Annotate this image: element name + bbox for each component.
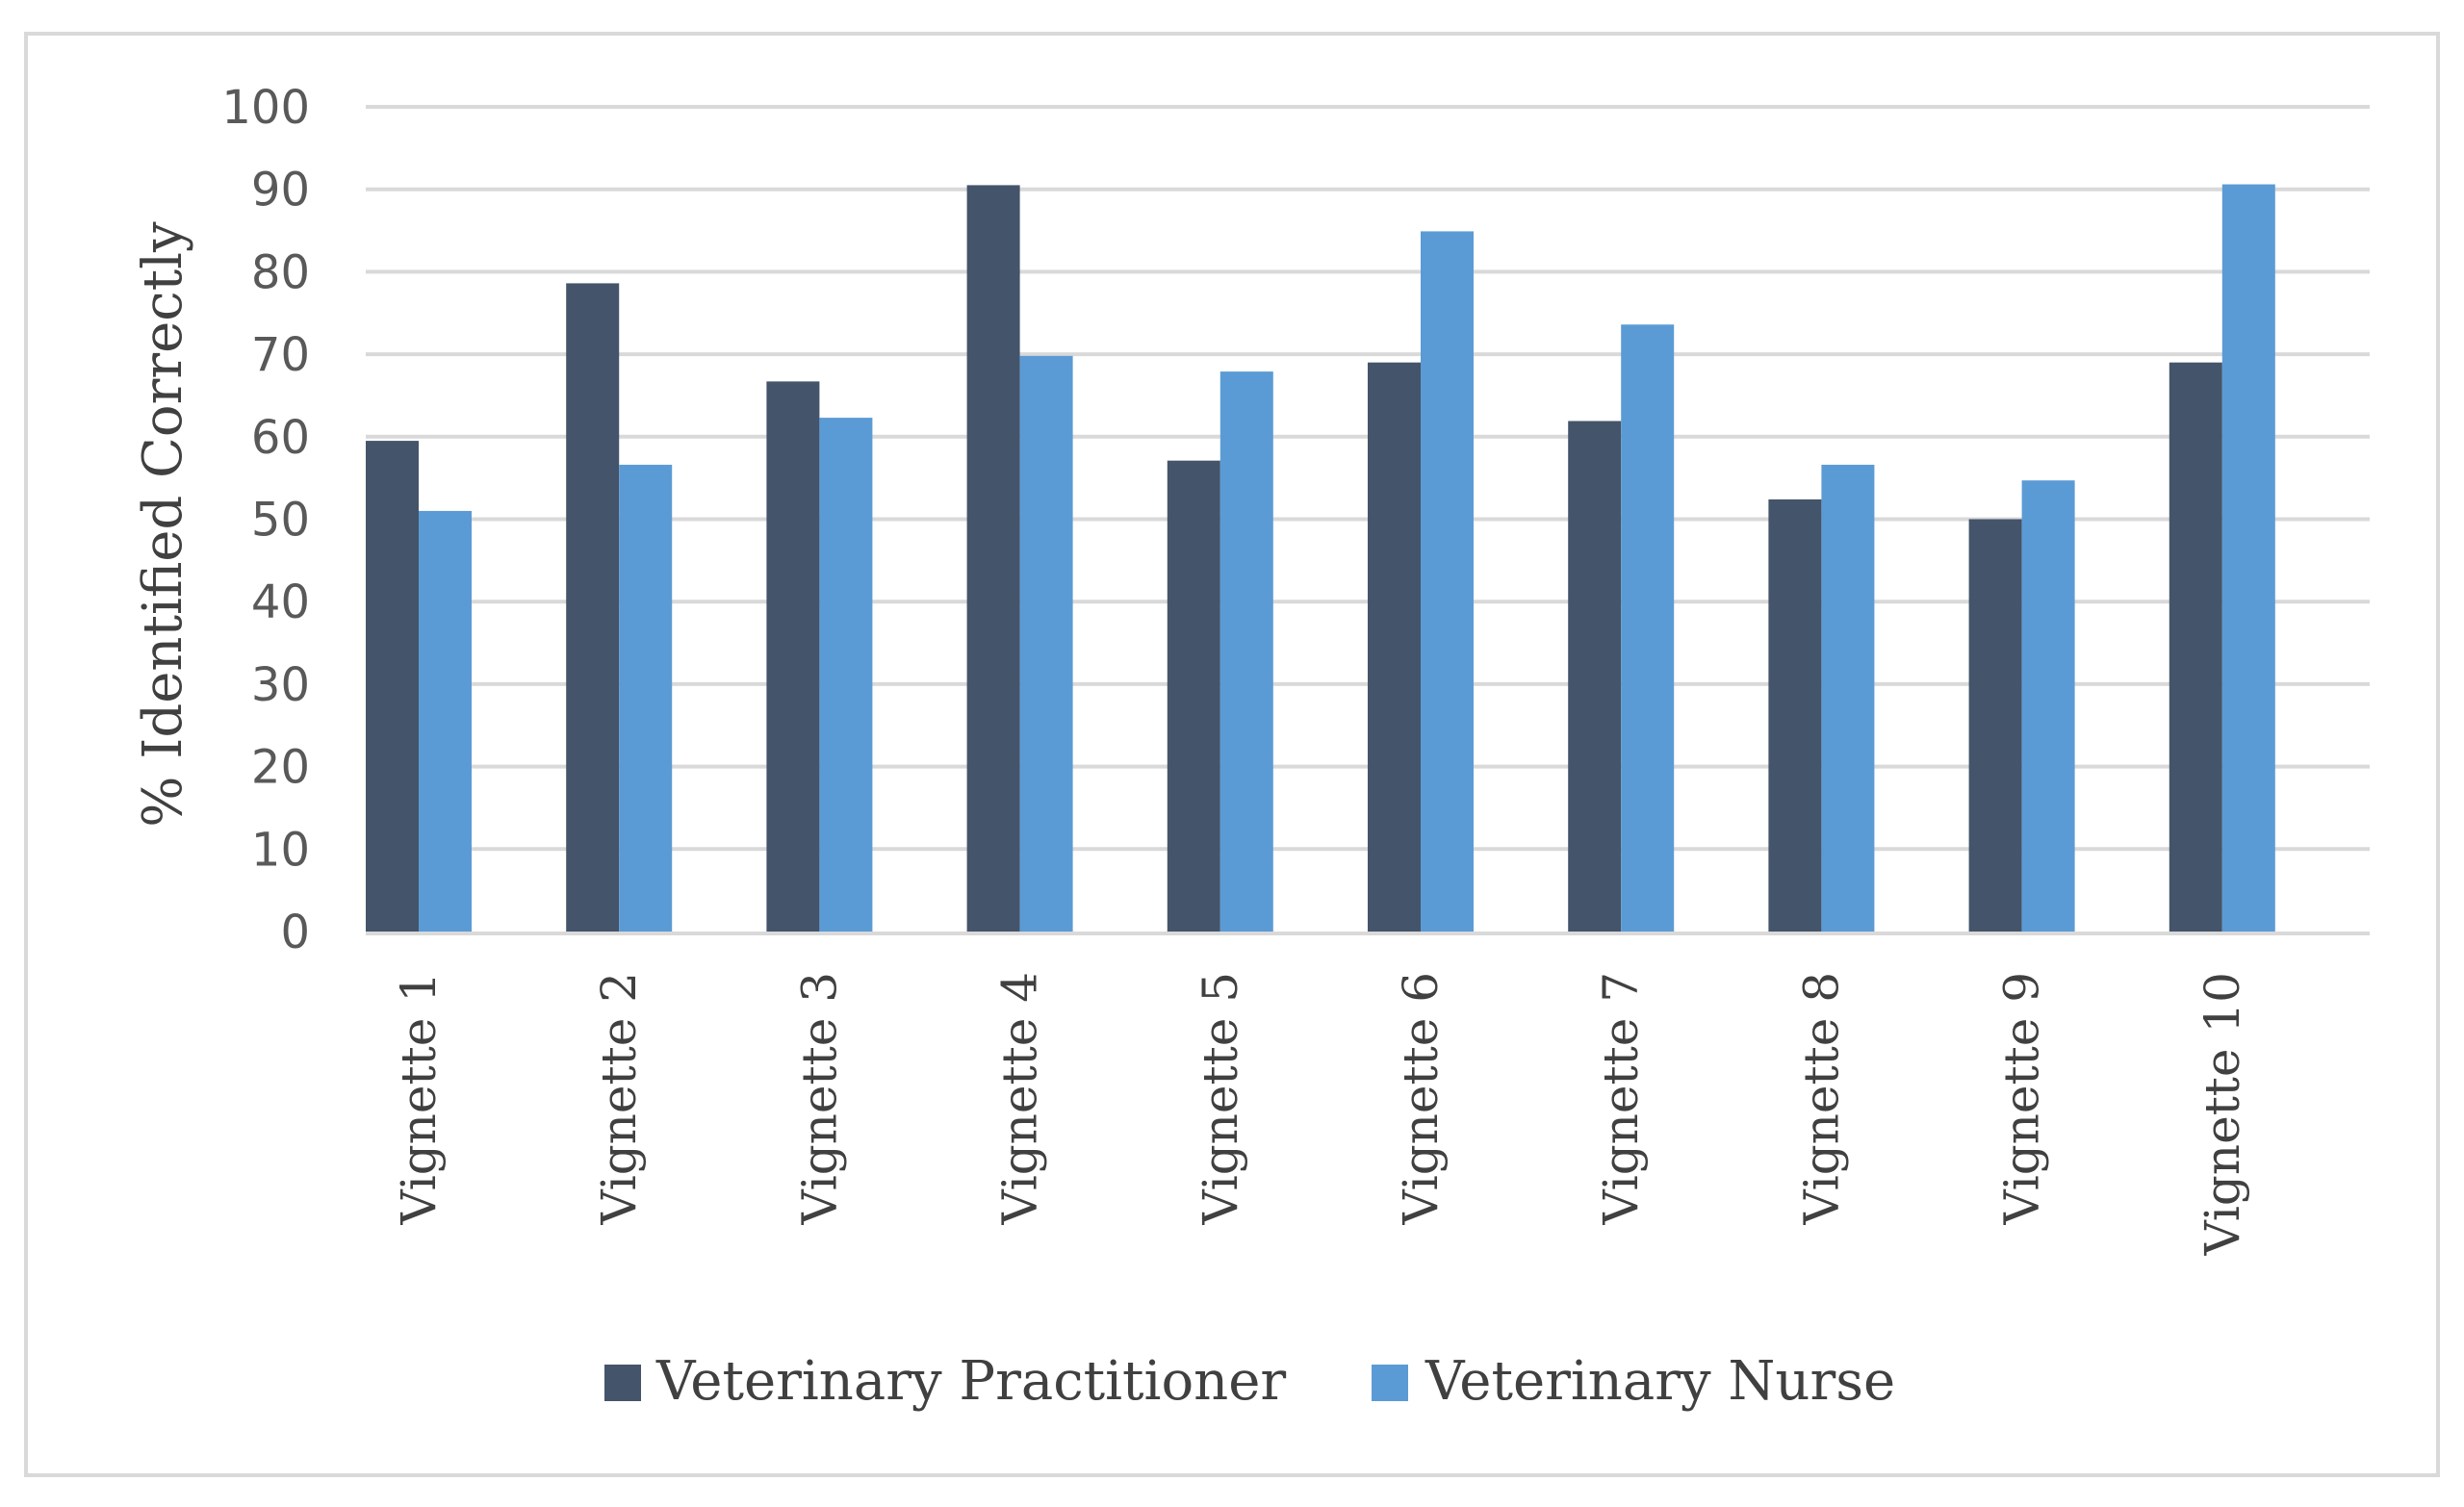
y-tick-label: 40 [251,575,310,629]
bar-practitioner-4 [966,185,1020,932]
bar-practitioner-3 [766,381,820,932]
bar-nurse-6 [1421,231,1474,932]
x-tick-label: Vignette 5 [1193,972,1248,1226]
y-axis-ticks: 0 10 20 30 40 50 60 70 80 90 100 [221,81,310,959]
bar-practitioner-6 [1368,362,1421,932]
y-tick-label: 30 [251,658,310,712]
bar-nurse-7 [1621,324,1675,932]
bar-nurse-9 [2021,480,2075,932]
bar-practitioner-1 [366,441,419,932]
y-tick-label: 100 [221,81,310,135]
legend-label: Veterinary Nurse [1424,1350,1895,1413]
bar-nurse-2 [619,464,673,932]
y-tick-label: 50 [251,494,310,548]
bar-practitioner-8 [1768,498,1822,932]
x-tick-label: Vignette 2 [591,972,647,1226]
x-tick-label: Vignette 7 [1593,972,1649,1226]
bar-nurse-10 [2221,184,2275,932]
y-tick-label: 80 [251,245,310,299]
x-axis-ticks: Vignette 1 Vignette 2 Vignette 3 Vignette 4… [391,972,2250,1256]
x-tick-label: Vignette 9 [1994,972,2050,1226]
y-tick-label: 90 [251,164,310,217]
y-tick-label: 10 [251,823,310,877]
bar-practitioner-7 [1568,421,1622,932]
legend-swatch [604,1365,641,1401]
bar-practitioner-9 [1968,519,2022,932]
x-tick-label: Vignette 6 [1393,972,1449,1226]
bar-nurse-8 [1821,464,1875,932]
legend-label: Veterinary Practitioner [655,1350,1286,1413]
legend-swatch [1372,1365,1408,1401]
bar-nurse-5 [1219,371,1273,932]
legend: Veterinary Practitioner Veterinary Nurse [604,1350,1895,1413]
x-tick-label: Vignette 10 [2194,972,2250,1256]
bar-nurse-3 [819,418,873,932]
bar-nurse-1 [419,510,472,932]
x-tick-label: Vignette 8 [1793,972,1849,1226]
y-tick-label: 60 [251,411,310,465]
x-tick-label: Vignette 4 [992,972,1048,1226]
y-tick-label: 70 [251,328,310,382]
bar-practitioner-5 [1167,460,1220,932]
y-tick-label: 20 [251,741,310,795]
bar-practitioner-2 [566,283,620,932]
bar-practitioner-10 [2169,362,2222,932]
x-tick-label: Vignette 3 [791,972,847,1226]
y-axis-title: % Identified Correctly [132,221,194,828]
y-tick-label: 0 [280,906,310,959]
bars [366,184,2275,932]
x-tick-label: Vignette 1 [391,972,447,1226]
bar-nurse-4 [1019,355,1073,932]
